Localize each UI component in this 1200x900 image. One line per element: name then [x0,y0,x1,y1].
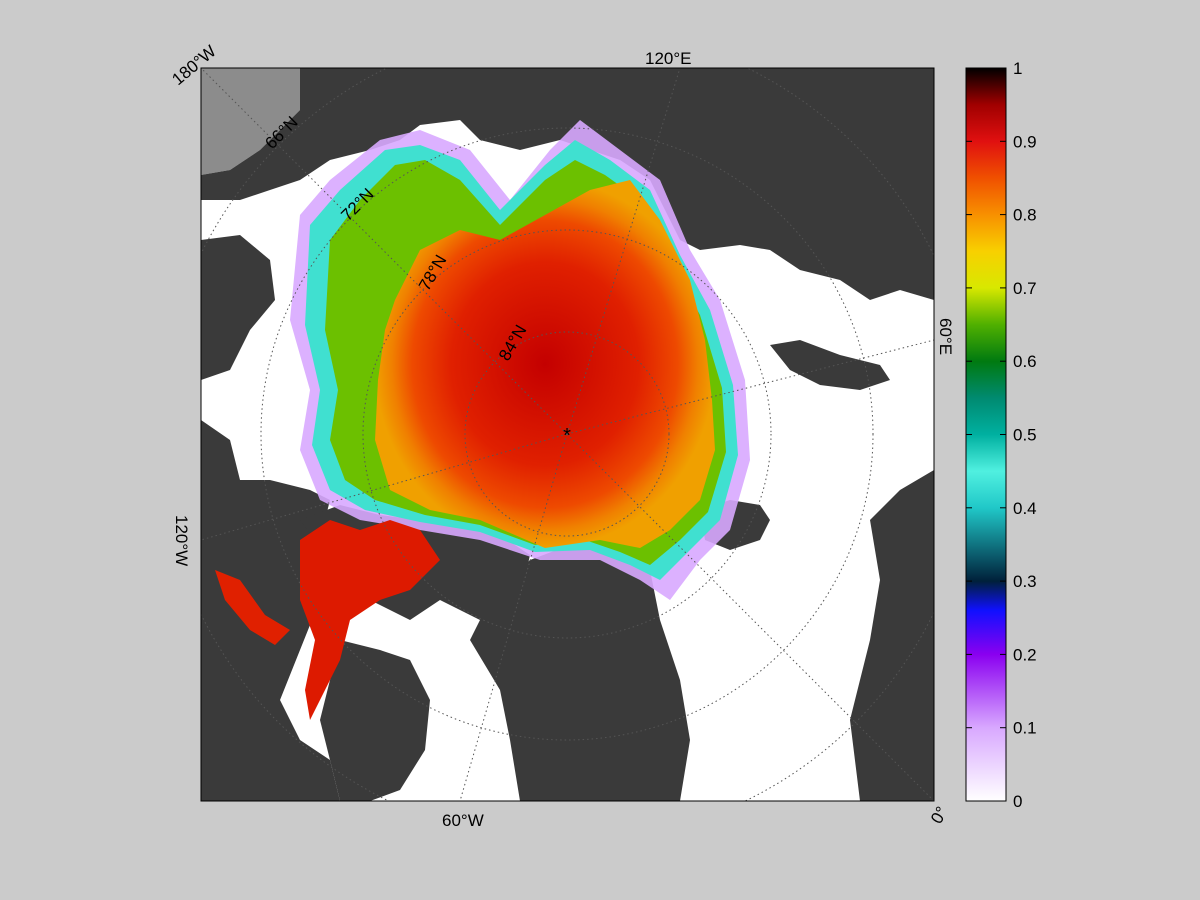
colorbar-tick-label: 0.1 [1013,719,1037,738]
pole-marker: * [563,425,571,447]
colorbar-tick-label: 0.3 [1013,572,1037,591]
parallel-84n [464,331,670,537]
map-panel: * 66°N 72°N 78°N 84°N [201,68,934,801]
meridian-5 [566,339,934,435]
map-frame [200,67,935,802]
lon-label-0: 0° [927,803,952,827]
colorbar-ticks: 0 0.1 0.2 0.3 0.4 0.5 0.6 0.7 0.8 0.9 1 [966,59,1037,811]
meridian-1 [201,68,568,435]
colorbar-tick-label: 0.9 [1013,132,1037,151]
meridian-2 [566,433,934,801]
meridian-6 [201,433,568,541]
land-canada [201,420,340,801]
parallel-72n [260,127,874,741]
land-scandinavia [850,300,934,801]
land-alaska [201,235,275,380]
ice-pack-core [375,180,715,548]
lon-label-60w: 60°W [442,811,484,830]
land-baffin [320,640,430,801]
ice-concentration-field [215,120,750,720]
ice-hudson-strait [215,570,290,645]
colorbar-tick-label: 0.6 [1013,352,1037,371]
colorbar-tick-label: 0 [1013,792,1022,811]
lon-label-120w: 120°W [172,515,191,566]
colorbar-tick-label: 1 [1013,59,1022,78]
colorbar-tick-label: 0.2 [1013,645,1037,664]
parallel-78n [362,229,772,639]
meridian-3 [566,68,681,435]
colorbar-tick-label: 0.4 [1013,499,1037,518]
colorbar: 0 0.1 0.2 0.3 0.4 0.5 0.6 0.7 0.8 0.9 1 [965,59,1037,811]
land-siberia [201,68,934,300]
colorbar-tick-label: 0.7 [1013,279,1037,298]
land-novaya-zemlya [770,340,890,390]
lon-label-60e: 60°E [936,318,955,355]
colorbar-bar [965,67,1007,802]
lon-label-120e: 120°E [645,49,692,68]
colorbar-tick-label: 0.8 [1013,206,1037,225]
missing-data-region [201,68,300,175]
ice-archipelago-channels [300,520,440,720]
colorbar-tick-label: 0.5 [1013,426,1037,445]
graticule [201,68,934,801]
meridian-4 [459,433,568,801]
